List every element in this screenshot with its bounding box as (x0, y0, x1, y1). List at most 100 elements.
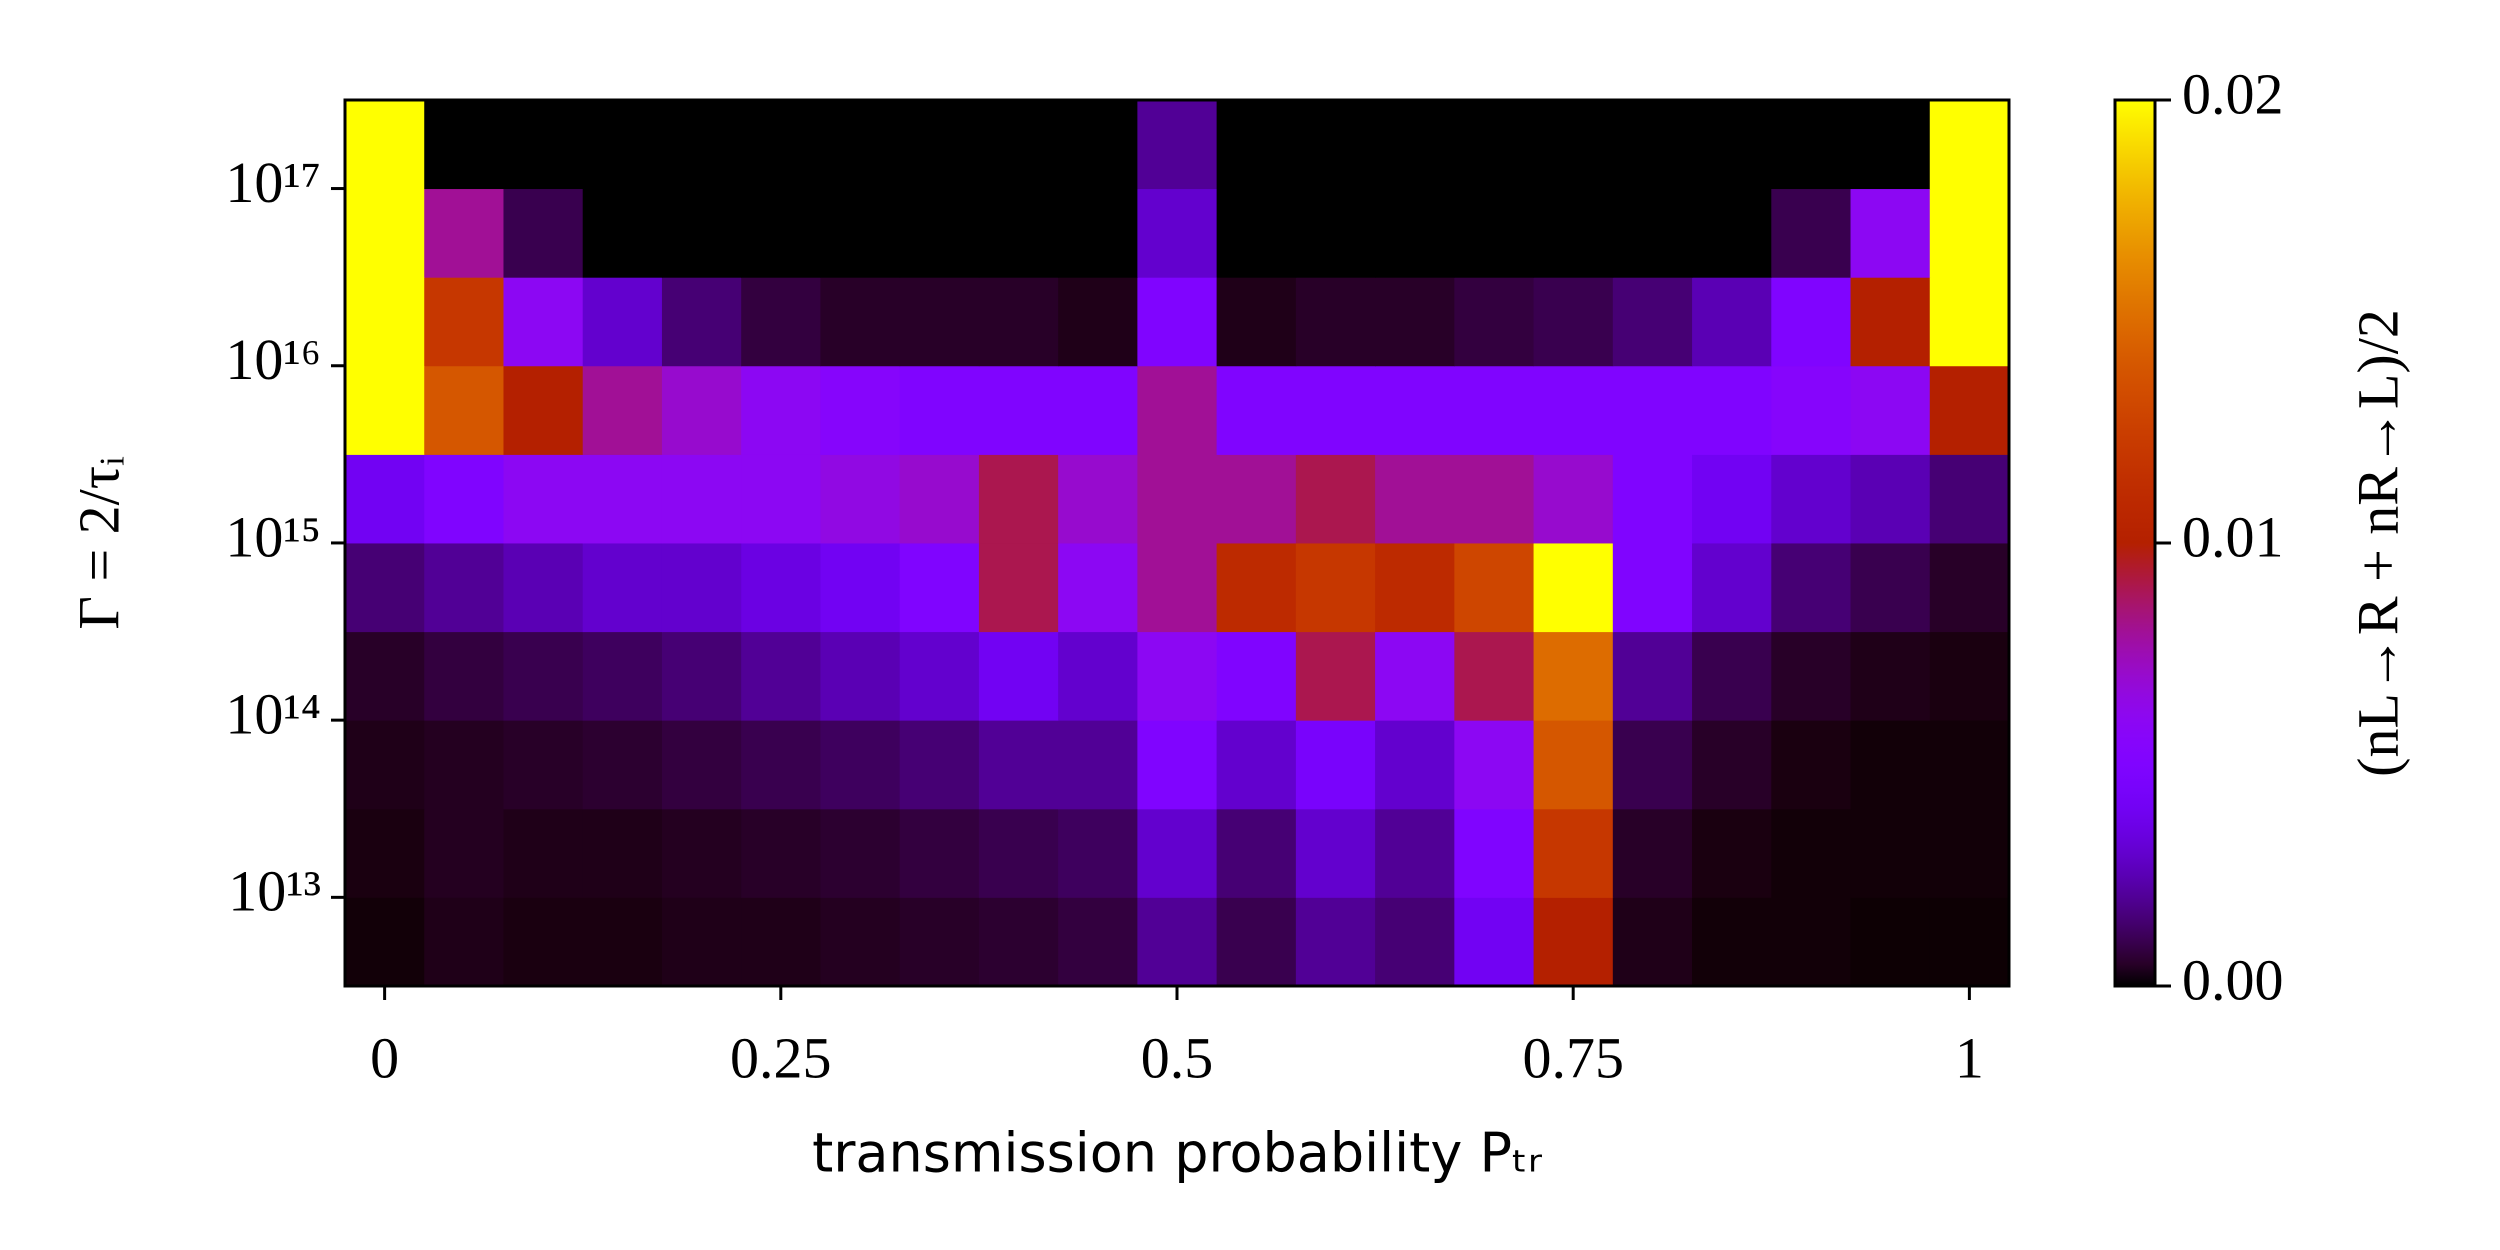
heatmap-cell (1692, 277, 1772, 367)
heatmap-cell (1295, 631, 1376, 721)
heatmap-cell (1533, 188, 1614, 278)
heatmap-cell (1454, 100, 1535, 190)
heatmap-cell (820, 365, 901, 455)
x-tick-label: 0.75 (1522, 1025, 1624, 1090)
heatmap-cell (1612, 631, 1693, 721)
heatmap-cell (503, 897, 584, 987)
heatmap-cell (741, 808, 821, 898)
y-tick-label: 10¹⁷ (225, 150, 321, 215)
heatmap-cell (582, 188, 663, 278)
heatmap-cell (1929, 188, 2010, 278)
heatmap-cell (899, 454, 980, 544)
heatmap-cell (1612, 365, 1693, 455)
heatmap-cell (820, 188, 901, 278)
heatmap-cell (1375, 188, 1455, 278)
heatmap-cell (1850, 454, 1931, 544)
heatmap-cell (1216, 808, 1297, 898)
heatmap-cell (978, 897, 1059, 987)
heatmap-cell (1929, 631, 2010, 721)
heatmap-cell (741, 631, 821, 721)
heatmap-cell (1137, 454, 1218, 544)
heatmap-cell (899, 808, 980, 898)
heatmap-cell (1533, 277, 1614, 367)
heatmap-cell (345, 100, 425, 190)
heatmap-cell (1771, 808, 1852, 898)
heatmap-cell (978, 188, 1059, 278)
heatmap-cell (582, 365, 663, 455)
heatmap-cell (1533, 720, 1614, 810)
heatmap-cell (1058, 542, 1138, 633)
heatmap-cell (582, 100, 663, 190)
heatmap-cell (1533, 365, 1614, 455)
heatmap-cell (899, 100, 980, 190)
heatmap-cell (1692, 542, 1772, 633)
heatmap-cell (1375, 720, 1455, 810)
heatmap-cell (1692, 897, 1772, 987)
heatmap-cell (582, 277, 663, 367)
heatmap-cell (1771, 897, 1852, 987)
heatmap-cell (1850, 897, 1931, 987)
heatmap-cell (1216, 277, 1297, 367)
heatmap-cell (1058, 454, 1138, 544)
heatmap-cell (661, 277, 742, 367)
colorbar-label: (nL→R + nR→L)/2 (2345, 309, 2410, 777)
heatmap-cell (345, 277, 425, 367)
heatmap-cell (1612, 542, 1693, 633)
heatmap-cell (503, 365, 584, 455)
heatmap-cell (1216, 188, 1297, 278)
heatmap-cell (1929, 100, 2010, 190)
heatmap-cell (1929, 454, 2010, 544)
heatmap-cell (1137, 365, 1218, 455)
heatmap-cell (582, 631, 663, 721)
heatmap-cell (1058, 188, 1138, 278)
heatmap-cell (1454, 542, 1535, 633)
heatmap-cell (1850, 720, 1931, 810)
heatmap-cell (1850, 808, 1931, 898)
heatmap-cell (1137, 897, 1218, 987)
heatmap-cell (1929, 365, 2010, 455)
heatmap-cell (1137, 100, 1218, 190)
heatmap-cell (1216, 365, 1297, 455)
heatmap-cell (1771, 720, 1852, 810)
heatmap-cell (741, 277, 821, 367)
heatmap-cell (1850, 365, 1931, 455)
heatmap-cell (661, 808, 742, 898)
heatmap-cell (1612, 454, 1693, 544)
heatmap-cell (978, 542, 1059, 633)
heatmap-cell (1850, 100, 1931, 190)
heatmap-cell (820, 631, 901, 721)
heatmap-cell (1295, 720, 1376, 810)
heatmap (345, 100, 2010, 987)
heatmap-cell (1929, 542, 2010, 633)
heatmap-cell (1533, 100, 1614, 190)
heatmap-cell (1295, 100, 1376, 190)
heatmap-cell (424, 808, 504, 898)
heatmap-cell (503, 720, 584, 810)
heatmap-cell (1533, 808, 1614, 898)
heatmap-cell (345, 542, 425, 633)
heatmap-cell (741, 188, 821, 278)
y-tick-label: 10¹⁶ (225, 327, 321, 392)
heatmap-cell (1929, 277, 2010, 367)
heatmap-cell (1771, 277, 1852, 367)
heatmap-cell (978, 631, 1059, 721)
heatmap-cell (1771, 454, 1852, 544)
heatmap-cell (424, 454, 504, 544)
heatmap-cell (503, 808, 584, 898)
heatmap-cell (1692, 365, 1772, 455)
heatmap-cell (820, 100, 901, 190)
heatmap-cell (1295, 897, 1376, 987)
heatmap-cell (1771, 631, 1852, 721)
heatmap-cell (1454, 808, 1535, 898)
heatmap-cell (1058, 100, 1138, 190)
heatmap-cell (424, 631, 504, 721)
heatmap-cell (1058, 720, 1138, 810)
heatmap-cell (345, 365, 425, 455)
heatmap-cell (899, 365, 980, 455)
heatmap-cell (345, 808, 425, 898)
heatmap-cell (978, 808, 1059, 898)
heatmap-cell (582, 808, 663, 898)
heatmap-cell (820, 720, 901, 810)
heatmap-cell (1850, 277, 1931, 367)
